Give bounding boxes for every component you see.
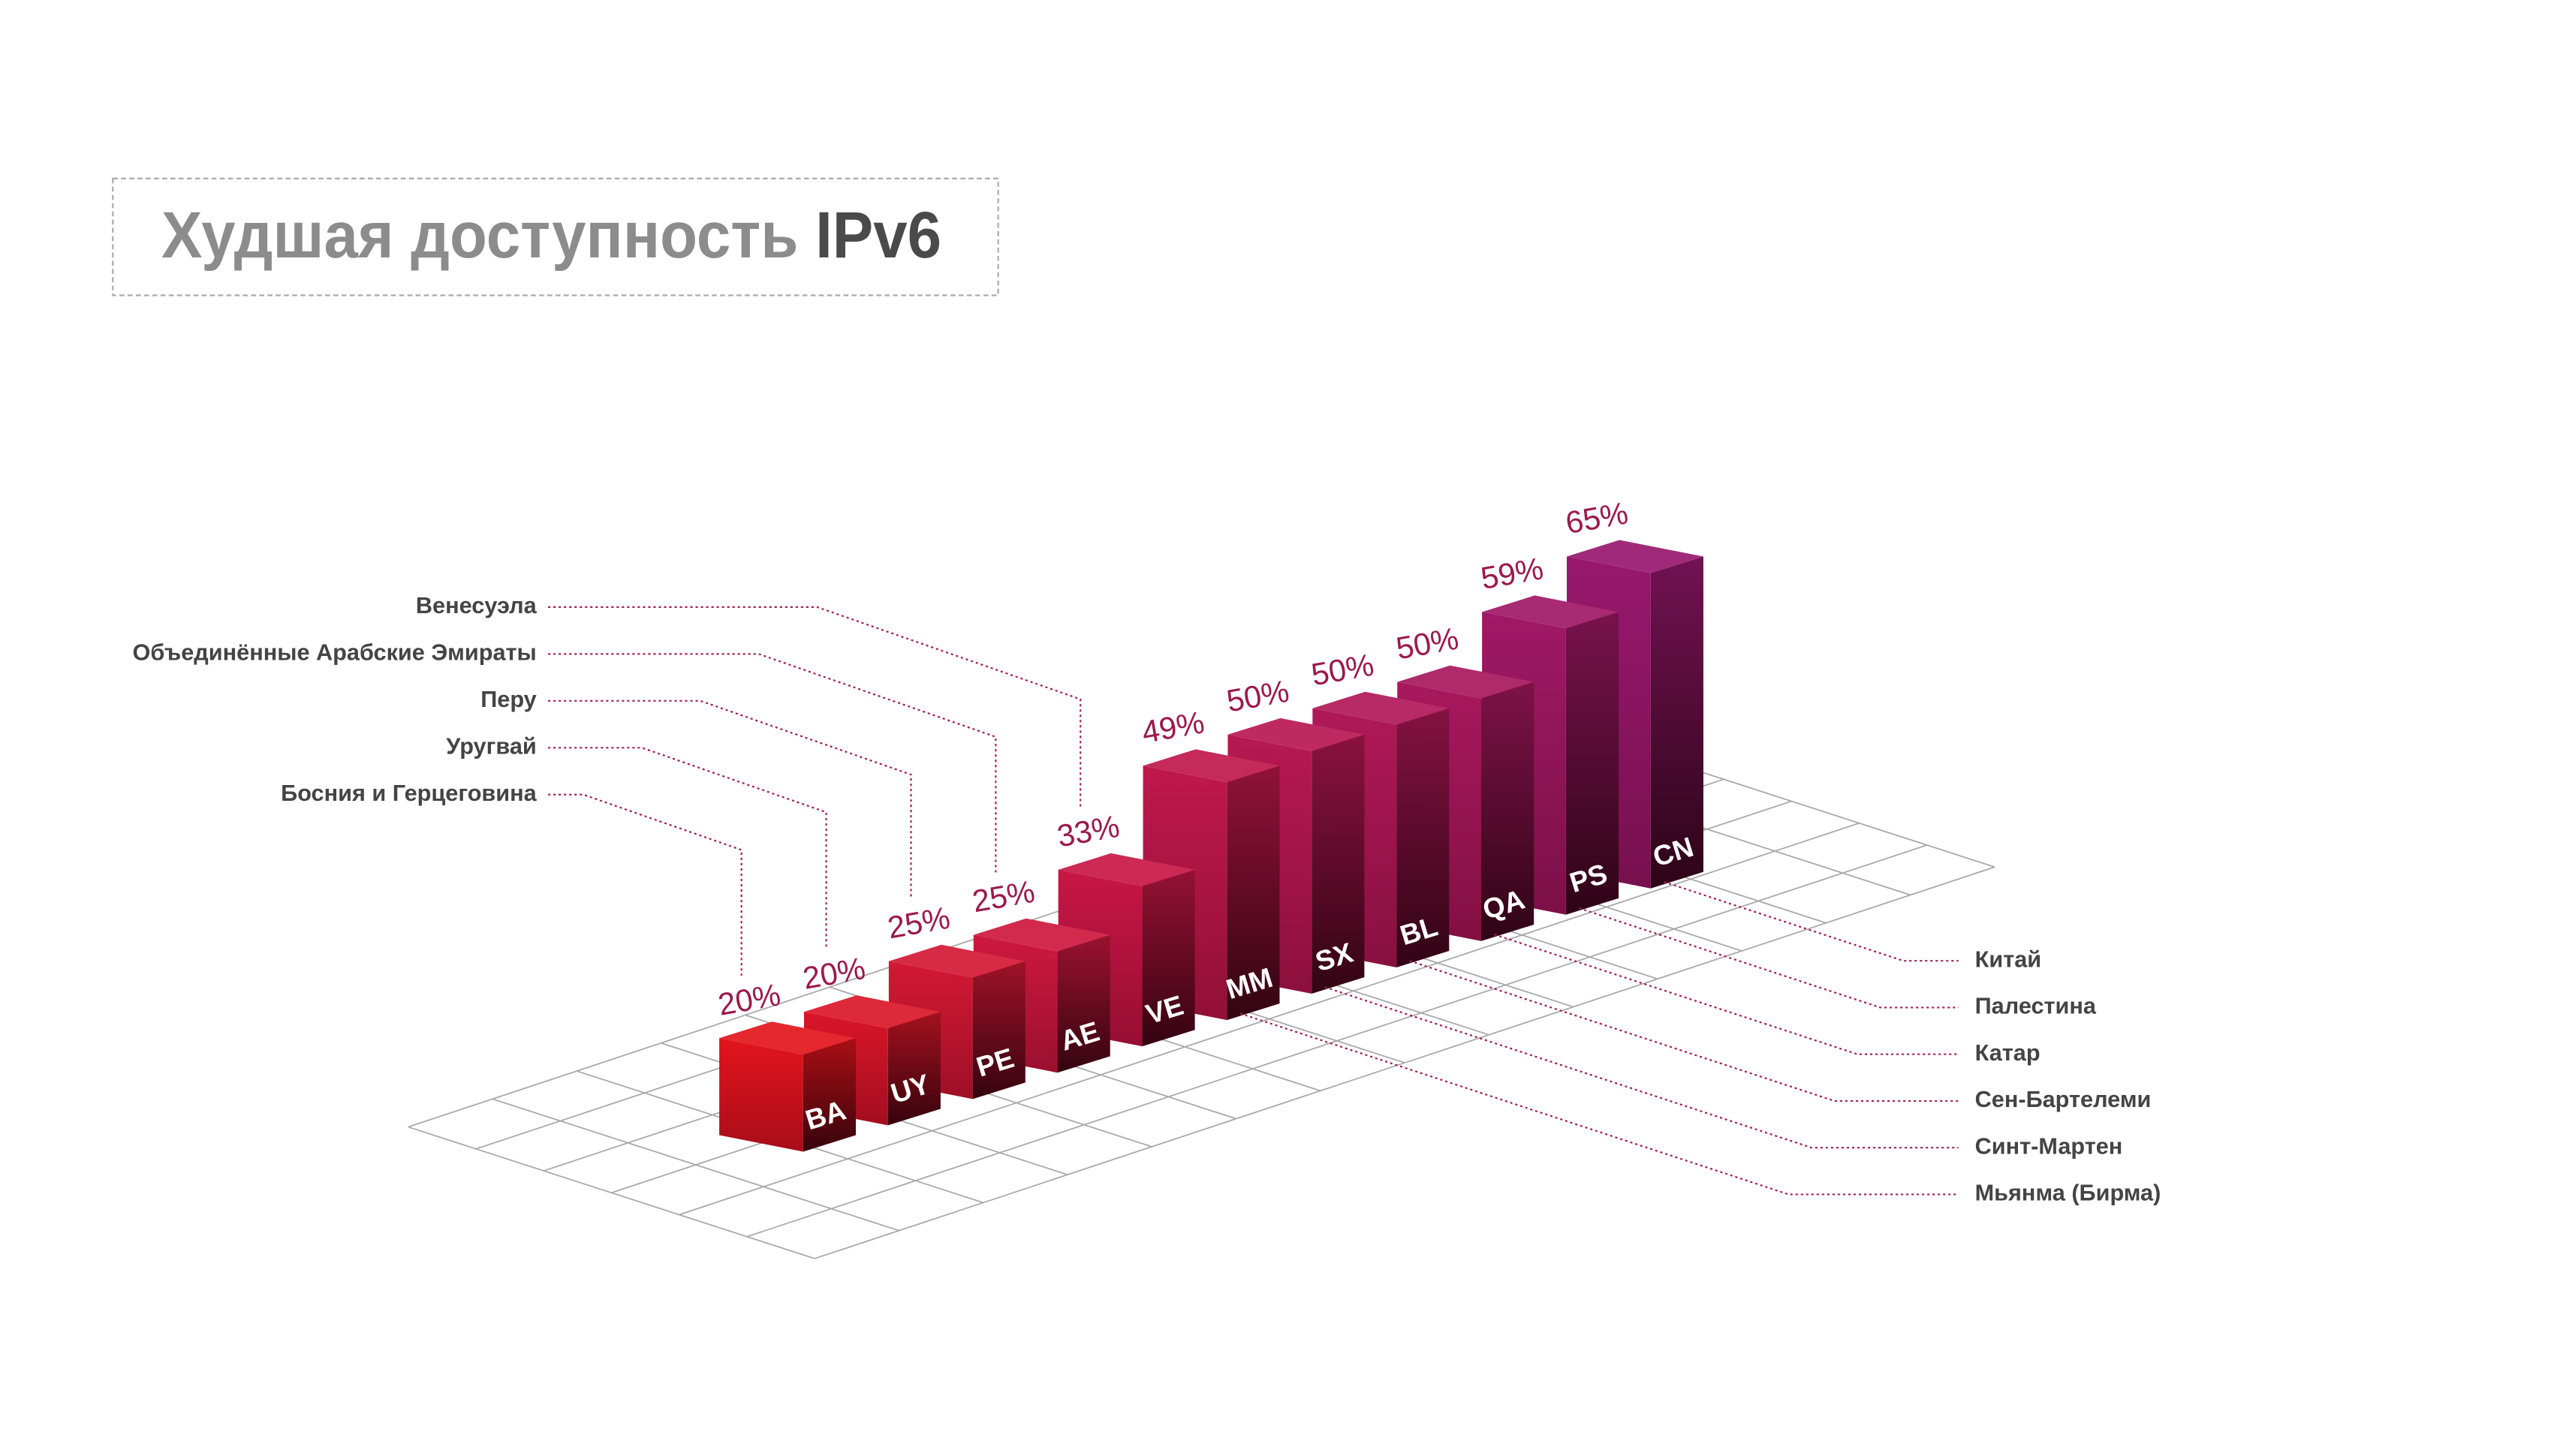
value-label: 25%	[885, 900, 953, 946]
country-name: Синт-Мартен	[1975, 1133, 2123, 1159]
bar-side-face	[1142, 869, 1195, 1047]
country-name: Сен-Бартелеми	[1975, 1086, 2152, 1112]
bar-top-face	[1143, 749, 1280, 783]
bar-side-face	[1650, 556, 1703, 889]
grid-line	[492, 1098, 899, 1232]
country-name: Китай	[1975, 946, 2042, 972]
bar-top-face	[1482, 595, 1619, 629]
leader-line	[548, 606, 1082, 808]
bar-side-face	[1396, 708, 1450, 967]
bar-side-face	[1481, 681, 1535, 941]
value-label: 33%	[1054, 808, 1122, 854]
bar-top-face	[1227, 717, 1365, 751]
value-label: 20%	[715, 976, 783, 1022]
country-name: Объединённые Арабские Эмираты	[132, 639, 536, 665]
bar-side-face	[803, 1038, 857, 1152]
leader-line	[548, 793, 742, 976]
country-name: Венесуэла	[416, 592, 538, 618]
bar-top-face	[888, 944, 1026, 978]
grid-line	[408, 1126, 815, 1259]
bar-top-face	[1058, 853, 1195, 886]
country-name: Палестина	[1975, 993, 2097, 1019]
leader-line	[1239, 1012, 1959, 1196]
labels: 20% Босния и Герцеговина 20% Уругвай 25% Перу…	[132, 495, 2161, 1205]
bar-top-face	[1567, 540, 1703, 573]
leader-line	[548, 747, 827, 949]
leader-line	[1409, 960, 1959, 1103]
country-name: Катар	[1975, 1039, 2040, 1066]
value-label: 50%	[1309, 647, 1376, 693]
bar-side-face	[887, 1012, 941, 1126]
value-label: 49%	[1139, 704, 1206, 750]
bar-top-face	[1397, 665, 1535, 699]
country-name: Босния и Герцеговина	[281, 780, 537, 806]
value-label: 50%	[1224, 673, 1291, 719]
title-main: Худшая доступность	[161, 198, 798, 272]
title-emphasis: IPv6	[815, 198, 941, 272]
value-label: 65%	[1563, 495, 1631, 540]
title-box	[112, 177, 999, 296]
chart-title: Худшая доступность IPv6	[161, 198, 941, 272]
country-name: Мьянма (Бирма)	[1975, 1180, 2161, 1206]
bar-top-face	[973, 918, 1110, 952]
leader-line	[1494, 934, 1959, 1055]
leader-line	[1324, 986, 1959, 1149]
leader-line	[548, 699, 912, 899]
bar-top-face	[1312, 691, 1450, 725]
bar-side-face	[1312, 734, 1365, 994]
value-label: 59%	[1478, 550, 1546, 596]
bar-side-face	[972, 961, 1026, 1100]
bar-side-face	[1565, 612, 1619, 915]
leader-line	[1579, 907, 1959, 1009]
bar-top-face	[719, 1021, 857, 1055]
country-name: Уругвай	[446, 733, 536, 759]
bar-top-face	[803, 995, 941, 1029]
value-label: 25%	[970, 874, 1038, 919]
bar-front-face	[719, 1038, 803, 1152]
country-name: Перу	[480, 686, 536, 712]
leader-line	[548, 653, 997, 873]
value-label: 50%	[1393, 621, 1461, 666]
bar: BA	[719, 1021, 857, 1152]
bar-side-face	[1227, 766, 1280, 1021]
value-label: 20%	[800, 950, 868, 996]
bar-side-face	[1057, 934, 1110, 1073]
